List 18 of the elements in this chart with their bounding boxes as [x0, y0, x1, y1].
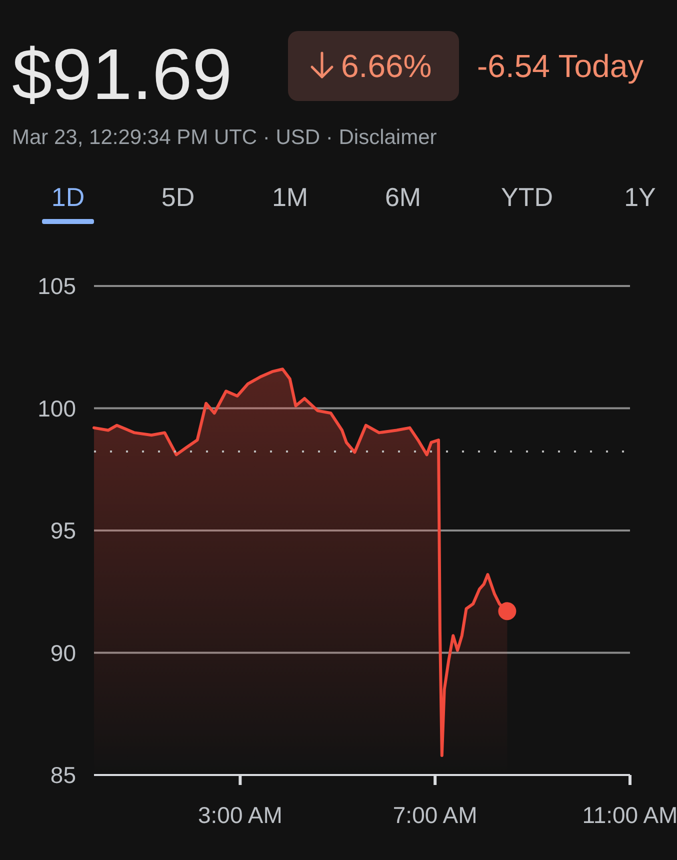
y-tick-label: 90	[50, 640, 76, 666]
text: 6M	[384, 182, 422, 212]
text: 6.66%	[341, 48, 432, 84]
text: 1D	[51, 182, 85, 212]
y-tick-label: 100	[38, 395, 76, 422]
y-tick-label: 105	[38, 273, 76, 299]
y-tick-label: 95	[50, 518, 76, 544]
x-tick-label: 11:00 AM	[582, 802, 677, 828]
x-tick-label: 3:00 AM	[198, 802, 282, 828]
text: YTD	[501, 182, 553, 212]
text: 1M	[272, 182, 308, 212]
text: 1Y	[624, 182, 656, 212]
y-tick-label: 85	[50, 762, 76, 788]
x-tick-label: 7:00 AM	[392, 802, 478, 828]
chart-subtitle: Mar 23, 12:29:34 PM UTC · USD · Disclaimer	[12, 126, 437, 149]
text: -6.54 Today	[477, 48, 644, 84]
chart-title: $91.69	[12, 35, 232, 115]
text: 5D	[161, 182, 195, 212]
